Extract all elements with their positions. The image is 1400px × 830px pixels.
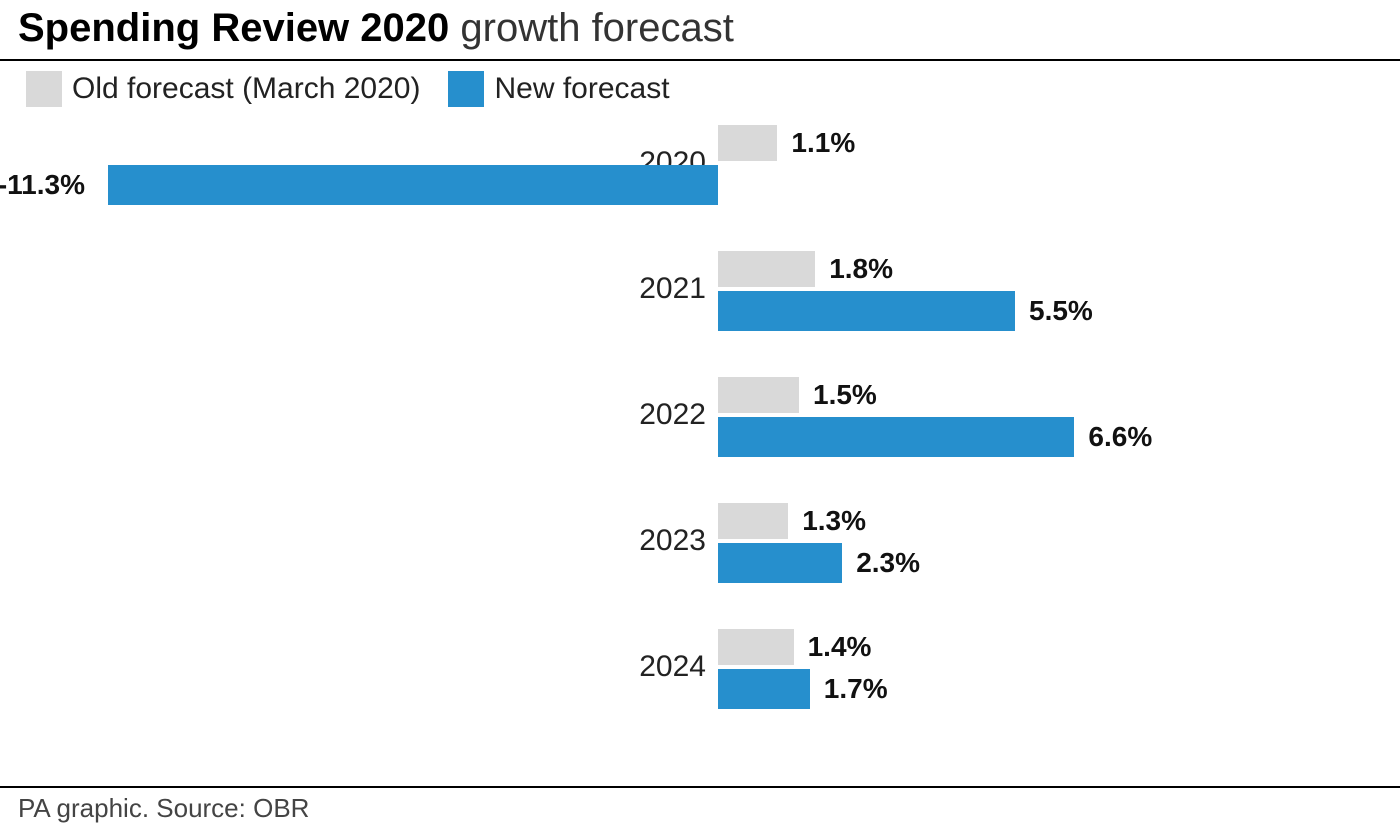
title-light: growth forecast [449, 6, 734, 50]
bar-label-old: 1.8% [829, 253, 893, 285]
bar-new-forecast [718, 543, 842, 583]
legend-swatch-old [26, 71, 62, 107]
year-label: 2021 [18, 272, 706, 306]
bar-chart: 20201.1%-11.3%20211.8%5.5%20221.5%6.6%20… [18, 117, 1382, 757]
bar-label-old: 1.5% [813, 379, 877, 411]
chart-title: Spending Review 2020 growth forecast [0, 0, 1400, 61]
bar-old-forecast [718, 503, 788, 539]
bar-label-new: 2.3% [856, 547, 920, 579]
bar-label-old: 1.4% [808, 631, 872, 663]
legend-swatch-new [448, 71, 484, 107]
bar-old-forecast [718, 377, 799, 413]
year-label: 2024 [18, 650, 706, 684]
bar-new-forecast [108, 165, 718, 205]
bar-label-old: 1.1% [791, 127, 855, 159]
legend-label-old: Old forecast (March 2020) [72, 72, 420, 106]
year-label: 2022 [18, 398, 706, 432]
footer-source: PA graphic. Source: OBR [0, 786, 1400, 830]
title-bold: Spending Review 2020 [18, 6, 449, 50]
bar-old-forecast [718, 125, 777, 161]
bar-label-old: 1.3% [802, 505, 866, 537]
legend: Old forecast (March 2020) New forecast [0, 61, 1400, 107]
legend-label-new: New forecast [494, 72, 669, 106]
bar-label-new: -11.3% [0, 169, 85, 201]
bar-new-forecast [718, 417, 1074, 457]
bar-new-forecast [718, 669, 810, 709]
year-label: 2023 [18, 524, 706, 558]
bar-old-forecast [718, 251, 815, 287]
bar-new-forecast [718, 291, 1015, 331]
bar-old-forecast [718, 629, 794, 665]
bar-label-new: 1.7% [824, 673, 888, 705]
bar-label-new: 5.5% [1029, 295, 1093, 327]
bar-label-new: 6.6% [1088, 421, 1152, 453]
